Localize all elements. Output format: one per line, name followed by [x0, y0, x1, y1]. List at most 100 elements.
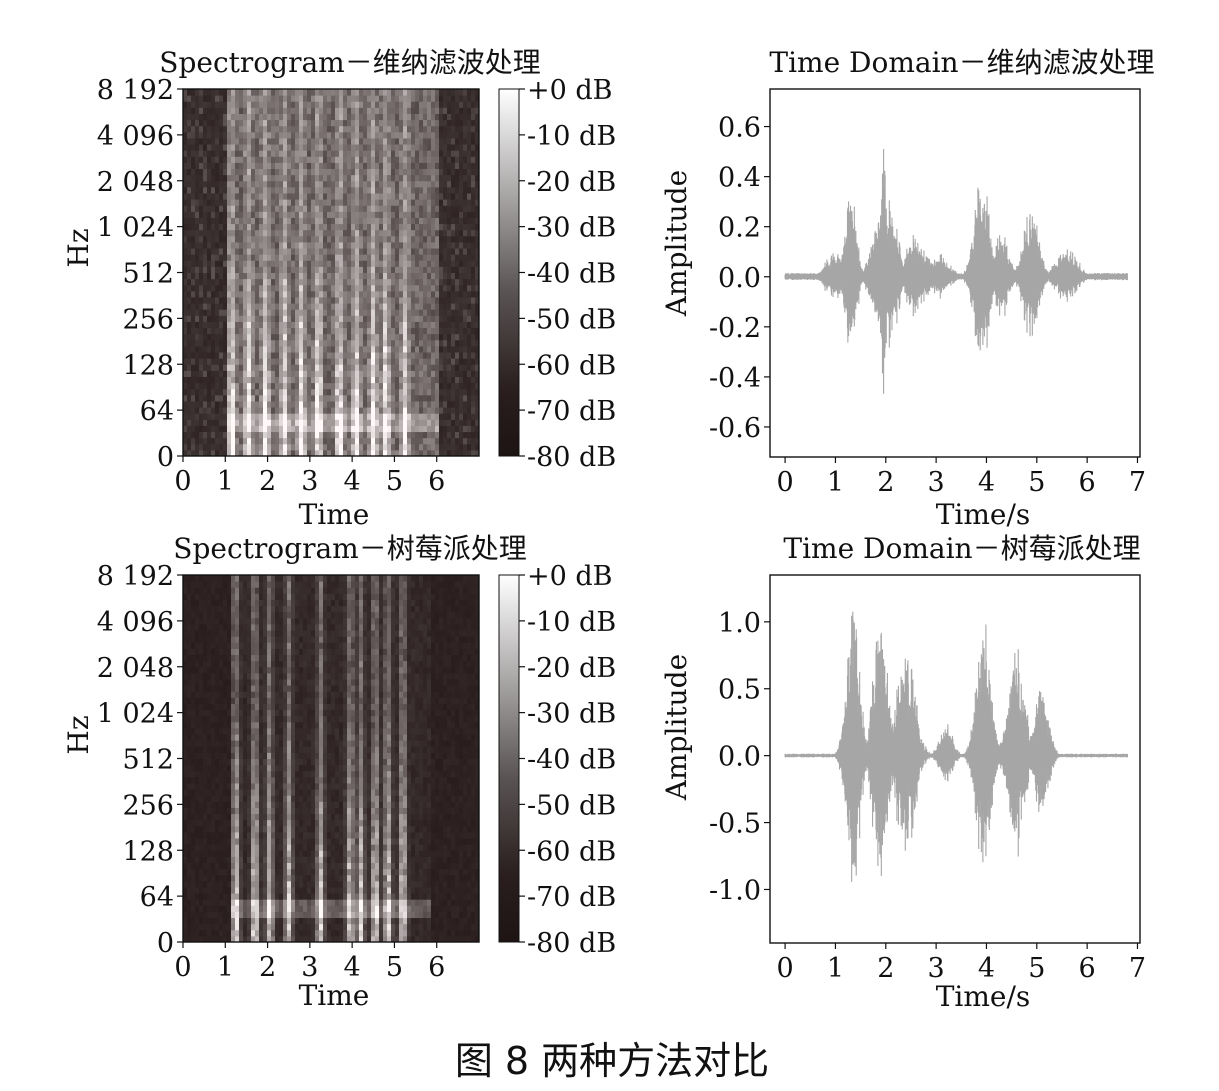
spectrogram-wiener-cell: [251, 119, 256, 127]
spectrogram-raspi-cell: [191, 770, 196, 778]
spectrogram-wiener-cell: [319, 205, 324, 212]
spectrogram-wiener-cell: [407, 290, 412, 298]
spectrogram-raspi-cell: [191, 721, 196, 729]
spectrogram-wiener-cell: [211, 95, 216, 102]
spectrogram-wiener-cell: [235, 180, 240, 188]
spectrogram-wiener-cell: [427, 119, 432, 127]
spectrogram-wiener-cell: [371, 113, 376, 121]
spectrogram-wiener-cell: [431, 229, 436, 237]
spectrogram-wiener-cell: [387, 382, 392, 390]
spectrogram-wiener-cell: [331, 290, 336, 298]
spectrogram-wiener-cell: [295, 260, 300, 267]
spectrogram-wiener-cell: [239, 449, 244, 457]
spectrogram-wiener-cell: [383, 174, 388, 182]
spectrogram-wiener-cell: [339, 95, 344, 102]
spectrogram-wiener-cell: [187, 364, 192, 371]
spectrogram-wiener-cell: [319, 241, 324, 249]
spectrogram-wiener-cell: [295, 290, 300, 298]
spectrogram-wiener-cell: [415, 327, 420, 335]
spectrogram-wiener-cell: [363, 174, 368, 182]
spectrogram-wiener-cell: [295, 144, 300, 151]
spectrogram-wiener-xtick-label: 1: [217, 466, 234, 497]
spectrogram-wiener-cell: [303, 217, 308, 225]
spectrogram-wiener-cell: [319, 327, 324, 335]
spectrogram-wiener-cell: [467, 376, 472, 384]
spectrogram-wiener-cell: [283, 137, 288, 145]
spectrogram-wiener-cell: [187, 101, 192, 108]
spectrogram-wiener-cell: [215, 358, 220, 365]
spectrogram-wiener-cell: [295, 394, 300, 402]
spectrogram-wiener-cell: [387, 186, 392, 194]
spectrogram-wiener-cell: [211, 174, 216, 182]
spectrogram-wiener-cell: [323, 131, 328, 139]
spectrogram-wiener-cell: [415, 296, 420, 304]
spectrogram-wiener-cell: [235, 217, 240, 225]
spectrogram-wiener-cell: [315, 333, 320, 341]
spectrogram-wiener-cell: [359, 303, 364, 310]
spectrogram-wiener-cell: [327, 107, 332, 114]
spectrogram-wiener-cell: [455, 382, 460, 390]
spectrogram-wiener-cell: [195, 260, 200, 267]
spectrogram-wiener-cell: [467, 205, 472, 212]
spectrogram-wiener-cell: [215, 211, 220, 218]
spectrogram-raspi-cell: [191, 795, 196, 802]
spectrogram-wiener-cell: [355, 254, 360, 261]
spectrogram-wiener-cell: [327, 174, 332, 182]
spectrogram-wiener-cell: [207, 266, 212, 273]
spectrogram-wiener-cell: [419, 327, 424, 335]
spectrogram-wiener-cell: [435, 333, 440, 341]
spectrogram-raspi-cell: [187, 923, 192, 931]
spectrogram-wiener-cell: [243, 113, 248, 121]
spectrogram-wiener-cell: [215, 394, 220, 402]
spectrogram-wiener-cell: [359, 327, 364, 335]
spectrogram-wiener-cell: [295, 95, 300, 102]
spectrogram-wiener-cell: [379, 296, 384, 304]
spectrogram-wiener-cell: [463, 266, 468, 273]
spectrogram-raspi-cell: [191, 740, 196, 747]
spectrogram-wiener-cell: [447, 345, 452, 353]
spectrogram-raspi-cell: [195, 917, 200, 925]
spectrogram-wiener-cell: [247, 296, 252, 304]
spectrogram-wiener-cell: [315, 449, 320, 457]
spectrogram-wiener-cell: [399, 248, 404, 255]
spectrogram-wiener-cell: [435, 327, 440, 335]
spectrogram-raspi-cell: [195, 776, 200, 784]
spectrogram-wiener-cell: [395, 199, 400, 206]
spectrogram-wiener-cell: [435, 321, 440, 329]
spectrogram-wiener-cell: [299, 107, 304, 114]
spectrogram-wiener-cell: [451, 327, 456, 335]
spectrogram-raspi-cell: [199, 697, 204, 704]
spectrogram-wiener-cell: [195, 333, 200, 341]
spectrogram-wiener-cell: [379, 290, 384, 298]
spectrogram-wiener-cell: [315, 180, 320, 188]
spectrogram-wiener-cell: [339, 400, 344, 408]
spectrogram-wiener-cell: [415, 352, 420, 359]
spectrogram-wiener-cell: [363, 388, 368, 396]
spectrogram-wiener-cell: [203, 248, 208, 255]
spectrogram-wiener-cell: [335, 186, 340, 194]
spectrogram-wiener-cell: [427, 431, 432, 439]
spectrogram-wiener-cell: [199, 309, 204, 316]
spectrogram-wiener-cell: [235, 113, 240, 121]
spectrogram-raspi-cell: [183, 819, 188, 827]
spectrogram-raspi-cell: [183, 831, 188, 839]
spectrogram-wiener-cell: [267, 125, 272, 133]
spectrogram-wiener-cell: [271, 425, 276, 433]
spectrogram-wiener-cell: [335, 400, 340, 408]
spectrogram-wiener-cell: [435, 211, 440, 218]
spectrogram-raspi-cell: [187, 880, 192, 888]
spectrogram-wiener-cell: [351, 113, 356, 121]
spectrogram-wiener-cell: [287, 284, 292, 292]
spectrogram-wiener-cell: [263, 296, 268, 304]
spectrogram-wiener-cell: [307, 150, 312, 157]
spectrogram-wiener-cell: [347, 144, 352, 151]
spectrogram-raspi-cell: [187, 770, 192, 778]
spectrogram-wiener-cell: [303, 235, 308, 243]
spectrogram-wiener-cell: [299, 364, 304, 371]
spectrogram-wiener-cell: [251, 241, 256, 249]
spectrogram-raspi-cell: [187, 587, 192, 594]
spectrogram-wiener-cell: [371, 107, 376, 114]
spectrogram-wiener-cell: [431, 376, 436, 384]
spectrogram-wiener-cell: [395, 186, 400, 194]
spectrogram-wiener-cell: [311, 260, 316, 267]
